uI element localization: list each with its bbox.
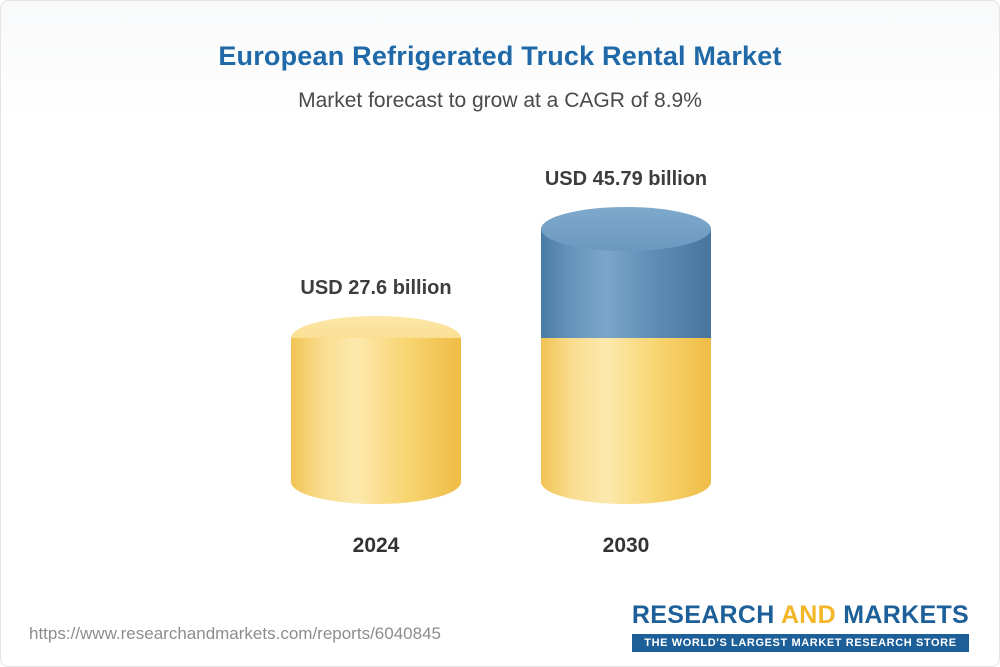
bar-2024-body	[291, 338, 461, 504]
page-title: European Refrigerated Truck Rental Marke…	[218, 41, 782, 71]
x-axis-label-2030: 2030	[602, 534, 650, 557]
x-axis-label-2024: 2024	[352, 534, 400, 557]
value-label-2030: USD 45.79 billion	[544, 168, 708, 191]
logo-word-markets: MARKETS	[843, 601, 969, 629]
cylinder-top-face-2030	[541, 207, 711, 252]
bar-2024	[291, 316, 461, 504]
logo-word-research: RESEARCH	[631, 601, 775, 629]
bar-2030-growth-segment	[541, 207, 711, 339]
report-url: https://www.researchandmarkets.com/repor…	[29, 624, 441, 643]
bar-2030	[541, 207, 711, 504]
logo-wordmark: RESEARCH AND MARKETS	[632, 601, 969, 630]
bar-2030-base-segment	[541, 338, 711, 504]
value-label-2024: USD 27.6 billion	[300, 277, 452, 300]
research-and-markets-logo: RESEARCH AND MARKETS THE WORLD'S LARGEST…	[631, 601, 969, 652]
logo-tagline: THE WORLD'S LARGEST MARKET RESEARCH STOR…	[631, 634, 969, 652]
logo-word-and: AND	[780, 601, 837, 629]
page-subtitle: Market forecast to grow at a CAGR of 8.9…	[298, 89, 702, 112]
